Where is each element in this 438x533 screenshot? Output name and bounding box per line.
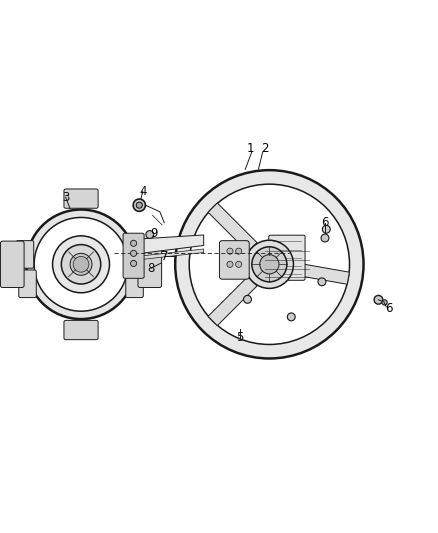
Text: 2: 2 — [261, 142, 268, 155]
FancyBboxPatch shape — [64, 189, 98, 208]
Circle shape — [26, 209, 136, 319]
Circle shape — [53, 236, 110, 293]
Circle shape — [227, 248, 233, 254]
Circle shape — [146, 231, 154, 238]
Circle shape — [136, 202, 142, 208]
Circle shape — [34, 217, 128, 311]
Circle shape — [245, 240, 293, 288]
Circle shape — [189, 184, 350, 344]
FancyBboxPatch shape — [0, 241, 24, 287]
Circle shape — [236, 261, 242, 268]
FancyBboxPatch shape — [138, 241, 162, 287]
Text: 6: 6 — [385, 302, 393, 315]
Polygon shape — [134, 249, 204, 260]
Text: 4: 4 — [139, 184, 147, 198]
FancyBboxPatch shape — [123, 233, 144, 278]
Circle shape — [236, 248, 242, 254]
Circle shape — [131, 240, 137, 246]
Circle shape — [131, 260, 137, 266]
FancyBboxPatch shape — [219, 241, 249, 279]
Circle shape — [73, 256, 89, 272]
Text: 7: 7 — [160, 250, 168, 263]
Circle shape — [287, 313, 295, 321]
Text: 6: 6 — [321, 216, 329, 229]
FancyBboxPatch shape — [19, 270, 36, 297]
Circle shape — [131, 251, 137, 256]
Text: 8: 8 — [148, 262, 155, 274]
FancyBboxPatch shape — [64, 320, 98, 340]
Circle shape — [321, 234, 329, 242]
Circle shape — [227, 261, 233, 268]
Circle shape — [244, 295, 251, 303]
Circle shape — [260, 255, 279, 274]
Circle shape — [175, 170, 364, 359]
Circle shape — [70, 253, 92, 275]
Polygon shape — [134, 235, 204, 254]
FancyBboxPatch shape — [128, 240, 146, 268]
Text: 5: 5 — [237, 332, 244, 344]
Text: 3: 3 — [62, 191, 69, 204]
FancyBboxPatch shape — [16, 240, 34, 268]
Circle shape — [318, 278, 326, 286]
Polygon shape — [208, 277, 257, 326]
Text: 9: 9 — [150, 227, 158, 240]
Circle shape — [133, 199, 145, 211]
Text: 1: 1 — [247, 142, 254, 155]
Circle shape — [382, 300, 387, 305]
Circle shape — [61, 245, 101, 284]
Circle shape — [322, 225, 330, 233]
FancyBboxPatch shape — [269, 235, 305, 280]
Polygon shape — [208, 203, 257, 252]
FancyBboxPatch shape — [126, 270, 143, 297]
Polygon shape — [292, 262, 350, 284]
Circle shape — [252, 247, 287, 282]
Circle shape — [374, 295, 383, 304]
